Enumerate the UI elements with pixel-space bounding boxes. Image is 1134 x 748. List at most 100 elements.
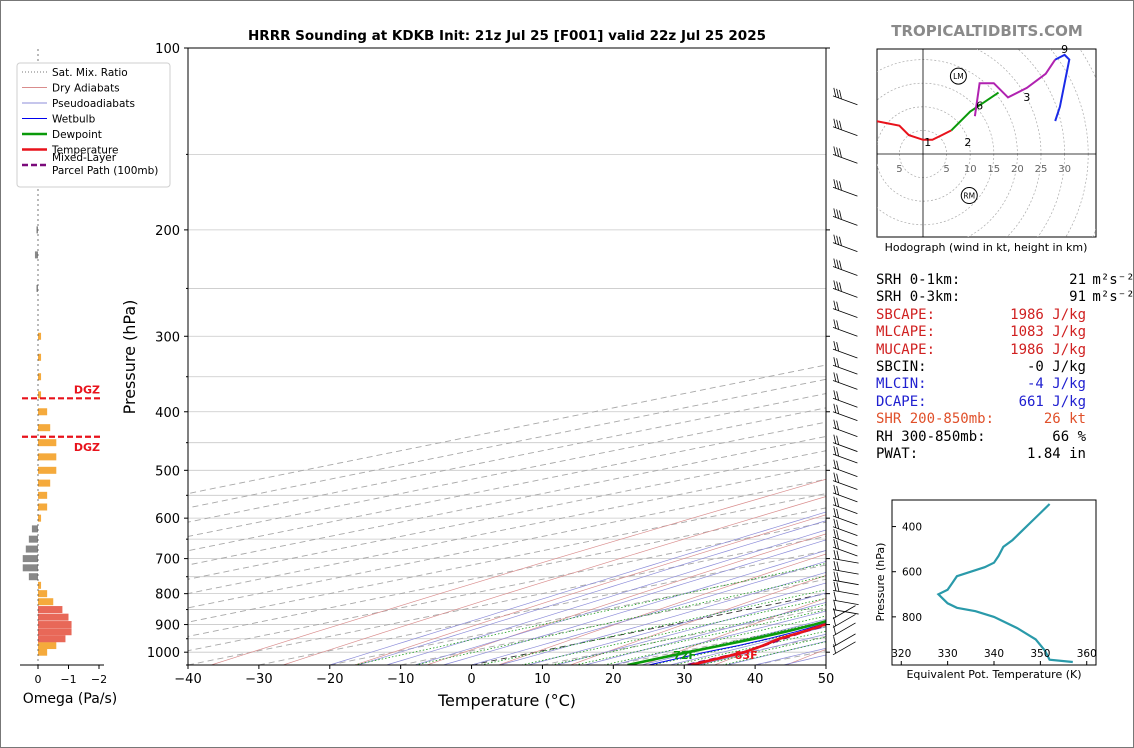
index-name: DCAPE:	[876, 393, 927, 410]
omega-bar	[38, 353, 42, 361]
moist-adiabat	[613, 610, 826, 665]
wind-barb-flag	[836, 342, 840, 352]
omega-bar	[38, 466, 57, 474]
wind-barb-flag	[833, 341, 837, 351]
legend-label: Wetbulb	[52, 114, 96, 126]
omega-bar	[25, 545, 38, 553]
hodograph-axis-label: 20	[1011, 164, 1024, 175]
legend-label: Mixed-Layer	[52, 152, 117, 164]
index-value: -0 J/kg	[1026, 359, 1086, 375]
skewt-axes: −40 −30 −20 −10 0 10 20 30 40 50 100 200 300 400 500 60…	[147, 42, 834, 687]
height-label: 2	[964, 136, 971, 149]
wind-barb-staff	[832, 558, 859, 564]
wind-barb-staff	[832, 327, 858, 337]
hodograph-axis-label: 5	[943, 164, 949, 175]
dry-adiabat	[570, 575, 826, 665]
legend-box	[16, 62, 171, 188]
wind-barb-staff	[832, 216, 858, 226]
mixing-ratio-line	[354, 563, 826, 665]
omega-bar	[38, 503, 48, 511]
index-value-wrap: 66 %	[986, 429, 1086, 445]
skewt-x-axis-label: Temperature (°C)	[437, 691, 576, 710]
omega-bar	[38, 453, 57, 461]
wind-barb-staff	[832, 242, 858, 252]
omega-bar	[38, 424, 51, 432]
wind-barb-staff	[832, 579, 859, 586]
theta-e-x-tick-label: 350	[1030, 648, 1050, 660]
y-tick-label: 1000	[147, 646, 180, 661]
legend-label: Temperature	[51, 145, 119, 157]
index-row: SHR 200-850mb: 26 kt	[876, 411, 1086, 427]
index-value: 26 kt	[1043, 411, 1086, 428]
wind-barb-flag	[833, 484, 837, 495]
wind-barb-flag	[833, 234, 837, 244]
wind-barb-flag	[836, 119, 840, 129]
skewt-plot-border	[187, 47, 827, 666]
index-row: MLCAPE: 1083 J/kg	[876, 324, 1086, 340]
wind-barb-flag	[833, 644, 836, 654]
isotherm	[188, 521, 826, 652]
moist-adiabat	[329, 511, 826, 665]
hodograph-axis-label: 15	[987, 164, 1000, 175]
wind-barb-flag	[839, 120, 842, 130]
y-tick-label: 400	[155, 406, 180, 421]
wind-barb-staff	[832, 380, 858, 390]
hodograph-segment	[950, 91, 1000, 132]
wind-barb-flag	[833, 600, 837, 611]
wind-barb-flag	[833, 591, 837, 601]
moist-adiabat	[471, 560, 826, 665]
wind-barb-flag	[833, 446, 837, 456]
index-value-wrap: 26 kt	[986, 411, 1086, 427]
isotherm	[188, 450, 826, 580]
surface-temperature-label: 83F	[735, 649, 758, 662]
index-row: PWAT: 1.84 in	[876, 446, 1086, 462]
omega-bar	[31, 525, 38, 533]
hodograph-caption: Hodograph (wind in kt, height in km)	[885, 241, 1088, 254]
wind-barb-staff	[832, 526, 858, 537]
wind-barb-flag	[833, 539, 837, 549]
omega-x-axis-label: Omega (Pa/s)	[23, 691, 118, 707]
omega-bar	[38, 514, 42, 522]
wind-barb-flag	[833, 561, 837, 571]
omega-bar	[38, 391, 42, 399]
wind-barb-flag	[833, 529, 837, 539]
wind-barb-flag	[833, 571, 837, 581]
isotherm	[188, 535, 826, 665]
wind-barb-flag	[836, 519, 840, 529]
height-label: 1	[924, 136, 931, 149]
isotherm	[188, 507, 826, 637]
dewpoint-trace	[627, 619, 826, 665]
omega-bar	[22, 564, 38, 572]
legend-label: Pseudoadiabats	[52, 98, 135, 110]
x-tick-label: −20	[316, 672, 343, 687]
index-name: MUCAPE:	[876, 341, 936, 358]
wind-barb-flag	[839, 236, 842, 246]
wind-barb-staff	[832, 348, 858, 359]
wind-barb-staff	[832, 427, 858, 437]
wind-barb-flag	[836, 530, 840, 540]
omega-bar	[38, 332, 42, 340]
wind-barb-staff	[832, 154, 858, 164]
omega-bar	[36, 226, 38, 234]
wind-barb-staff	[832, 442, 858, 452]
theta-e-frame	[891, 499, 1097, 666]
wind-barb-flag	[836, 473, 840, 483]
theta-e-inner	[936, 503, 1073, 664]
y-tick-label: 800	[155, 588, 180, 603]
wind-barb-flag	[836, 508, 840, 519]
index-value: 1986 J/kg	[1010, 306, 1086, 323]
omega-bar	[38, 598, 54, 606]
wind-barb-staff	[832, 609, 859, 615]
wind-barb-flag	[836, 420, 840, 430]
wind-barb-staff	[832, 641, 856, 656]
wind-barb-flag	[833, 507, 837, 518]
wind-barb-flag	[839, 181, 842, 191]
wind-barb-flag	[836, 497, 840, 507]
y-tick-label: 700	[155, 553, 180, 568]
wind-barb-flag	[836, 550, 840, 560]
index-value: 66 %	[1052, 428, 1086, 445]
index-value: 1083 J/kg	[1010, 324, 1086, 341]
omega-bar	[38, 491, 48, 499]
omega-bar	[38, 590, 48, 598]
wind-barb-flag	[833, 179, 837, 189]
